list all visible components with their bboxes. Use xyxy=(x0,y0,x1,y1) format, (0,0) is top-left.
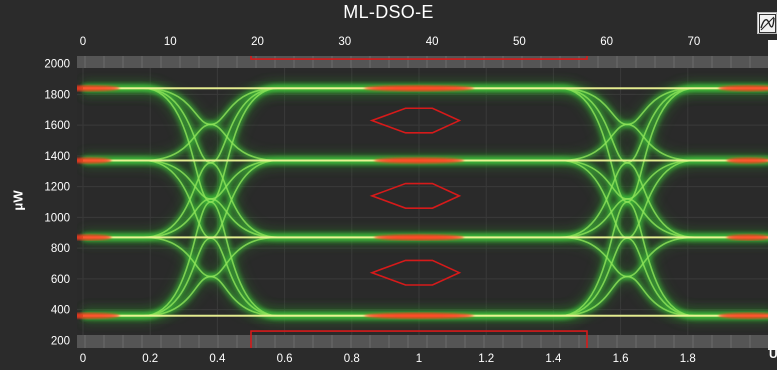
level-hotspot xyxy=(718,85,768,92)
chart-title: ML-DSO-E xyxy=(343,2,434,22)
bottom-tick-label: 1.8 xyxy=(680,353,696,365)
level-hotspot xyxy=(718,312,768,319)
bottom-tick-label: 1 xyxy=(416,353,422,365)
top-tick-label: 40 xyxy=(426,36,439,48)
level-hotspot xyxy=(77,157,112,164)
bottom-limit-mask xyxy=(250,330,588,348)
top-tick-label: 60 xyxy=(600,36,613,48)
bottom-tick-label: 0.8 xyxy=(344,353,360,365)
level-hotspot xyxy=(374,234,464,241)
top-tick-label: 0 xyxy=(80,36,86,48)
y-tick-label: 1800 xyxy=(44,89,70,101)
bottom-tick-label: 0 xyxy=(80,353,86,365)
y-tick-label: 1600 xyxy=(44,120,70,132)
y-tick-label: 400 xyxy=(51,305,70,317)
x-unit-label: U xyxy=(769,347,777,361)
eye-mask xyxy=(369,107,462,134)
eye-traces xyxy=(77,80,768,324)
level-hotspot xyxy=(364,312,474,319)
y-tick-label: 800 xyxy=(51,243,70,255)
bottom-tick-label: 0.2 xyxy=(142,353,158,365)
top-edge-band xyxy=(77,56,768,68)
chart-settings-icon[interactable] xyxy=(757,12,777,34)
edge-bands xyxy=(77,56,768,348)
y-axis-label: μW xyxy=(10,190,26,211)
level-hotspot xyxy=(77,85,120,92)
y-tick-label: 2000 xyxy=(44,59,70,71)
bottom-tick-label: 0.4 xyxy=(209,353,226,365)
mask-polygons xyxy=(250,56,588,348)
level-hotspot xyxy=(77,312,120,319)
top-tick-label: 70 xyxy=(688,36,701,48)
top-tick-label: 20 xyxy=(251,36,264,48)
y-axis: 2000 1800 1600 1400 1200 1000 800 600 400 200 xyxy=(44,59,70,348)
top-axis: 0 10 20 30 40 50 60 70 xyxy=(80,36,701,48)
y-tick-label: 200 xyxy=(51,335,70,347)
y-tick-label: 1200 xyxy=(44,182,70,194)
y-tick-label: 600 xyxy=(51,274,70,286)
level-hotspot xyxy=(77,234,112,241)
level-hotspot xyxy=(364,85,474,92)
bottom-tick-label: 1.6 xyxy=(613,353,629,365)
level-hotspot xyxy=(726,234,768,241)
y-tick-label: 1000 xyxy=(44,212,70,224)
bottom-tick-label: 1.2 xyxy=(478,353,494,365)
y-tick-label: 1400 xyxy=(44,151,70,163)
level-hotspot xyxy=(374,157,464,164)
bottom-axis: 0 0.2 0.4 0.6 0.8 1 1.2 1.4 1.6 1.8 xyxy=(80,353,696,365)
top-tick-label: 10 xyxy=(164,36,177,48)
top-tick-label: 30 xyxy=(338,36,351,48)
level-hotspot xyxy=(726,157,768,164)
bottom-tick-label: 0.6 xyxy=(277,353,293,365)
right-panel-edge xyxy=(768,40,777,350)
eye-mask xyxy=(369,182,462,209)
bottom-tick-label: 1.4 xyxy=(545,353,562,365)
top-tick-label: 50 xyxy=(513,36,526,48)
top-limit-mask xyxy=(250,56,588,60)
bottom-edge-band xyxy=(77,335,768,348)
eye-mask xyxy=(369,259,462,286)
